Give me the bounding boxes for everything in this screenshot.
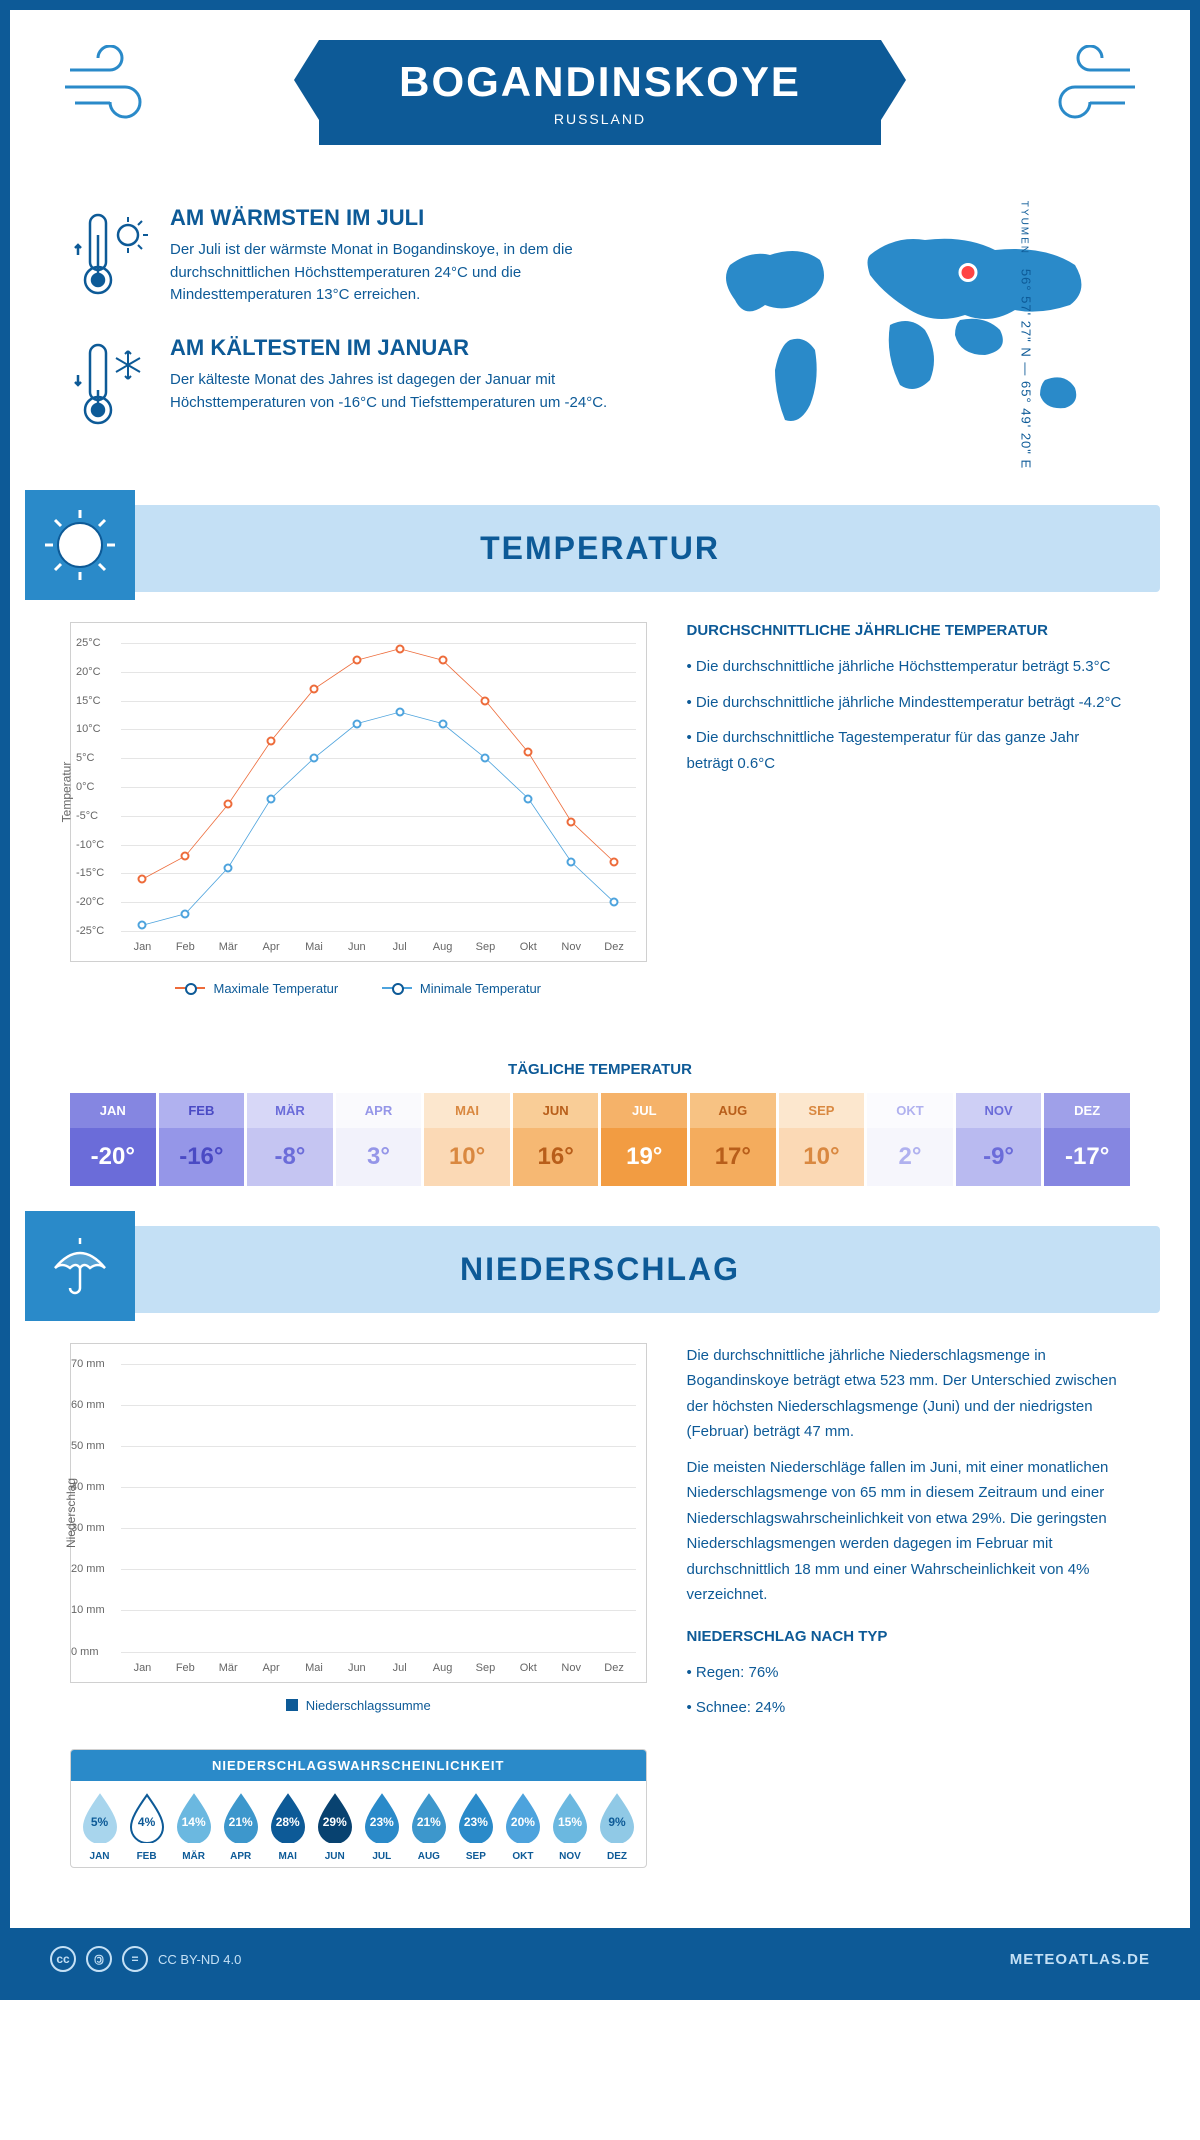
- precipitation-bar-chart: Niederschlag 0 mm10 mm20 mm30 mm40 mm50 …: [70, 1343, 647, 1683]
- coldest-text: Der kälteste Monat des Jahres ist dagege…: [170, 369, 640, 414]
- temperature-averages: DURCHSCHNITTLICHE JÄHRLICHE TEMPERATUR •…: [687, 622, 1130, 1011]
- sun-icon: [25, 490, 135, 600]
- daily-temp-cell: AUG17°: [690, 1093, 779, 1186]
- precip-drop: 5%JAN: [76, 1791, 123, 1862]
- precipitation-chart-row: Niederschlag 0 mm10 mm20 mm30 mm40 mm50 …: [10, 1313, 1190, 1899]
- warmest-block: AM WÄRMSTEN IM JULI Der Juli ist der wär…: [70, 205, 640, 310]
- daily-temp-cell: JUL19°: [601, 1093, 690, 1186]
- temperature-chart-row: Temperatur -25°C-20°C-15°C-10°C-5°C0°C5°…: [10, 592, 1190, 1041]
- city-name: BOGANDINSKOYE: [399, 58, 801, 106]
- precip-drop: 21%APR: [217, 1791, 264, 1862]
- license-text: CC BY-ND 4.0: [158, 1952, 241, 1967]
- warmest-text: Der Juli ist der wärmste Monat in Bogand…: [170, 239, 640, 307]
- daily-temperature-grid: JAN-20°FEB-16°MÄR-8°APR3°MAI10°JUN16°JUL…: [70, 1093, 1130, 1186]
- info-section: AM WÄRMSTEN IM JULI Der Juli ist der wär…: [10, 185, 1190, 505]
- precip-drop: 23%SEP: [452, 1791, 499, 1862]
- coldest-block: AM KÄLTESTEN IM JANUAR Der kälteste Mona…: [70, 335, 640, 440]
- thermometer-cold-icon: [70, 335, 150, 440]
- footer: cc 🄯 = CC BY-ND 4.0 METEOATLAS.DE: [10, 1928, 1190, 1990]
- site-name: METEOATLAS.DE: [1010, 1951, 1150, 1968]
- temperature-legend: Maximale Temperatur Minimale Temperatur: [70, 962, 647, 1011]
- precipitation-title: NIEDERSCHLAG: [100, 1251, 1100, 1288]
- precip-drop: 9%DEZ: [594, 1791, 641, 1862]
- precipitation-header: NIEDERSCHLAG: [40, 1226, 1160, 1313]
- daily-temp-cell: JAN-20°: [70, 1093, 159, 1186]
- world-map: [680, 205, 1130, 455]
- header: BOGANDINSKOYE RUSSLAND: [10, 10, 1190, 185]
- temperature-line-chart: Temperatur -25°C-20°C-15°C-10°C-5°C0°C5°…: [70, 622, 647, 962]
- by-icon: 🄯: [86, 1946, 112, 1972]
- daily-temp-cell: SEP10°: [779, 1093, 868, 1186]
- precip-drop: 20%OKT: [499, 1791, 546, 1862]
- daily-temp-cell: APR3°: [336, 1093, 425, 1186]
- daily-temp-cell: NOV-9°: [956, 1093, 1045, 1186]
- daily-temp-cell: FEB-16°: [159, 1093, 248, 1186]
- daily-temp-cell: DEZ-17°: [1044, 1093, 1130, 1186]
- temperature-header: TEMPERATUR: [40, 505, 1160, 592]
- country-name: RUSSLAND: [399, 111, 801, 127]
- daily-temp-title: TÄGLICHE TEMPERATUR: [10, 1061, 1190, 1078]
- temperature-title: TEMPERATUR: [100, 530, 1100, 567]
- daily-temp-cell: OKT2°: [867, 1093, 956, 1186]
- wind-icon-right: [1020, 45, 1140, 130]
- precipitation-legend: Niederschlagssumme: [70, 1683, 647, 1730]
- wind-icon-left: [60, 45, 180, 130]
- precip-drop: 29%JUN: [311, 1791, 358, 1862]
- umbrella-icon: [25, 1211, 135, 1321]
- precip-drop: 28%MAI: [264, 1791, 311, 1862]
- precipitation-probability: NIEDERSCHLAGSWAHRSCHEINLICHKEIT 5%JAN4%F…: [70, 1749, 647, 1868]
- cc-icon: cc: [50, 1946, 76, 1972]
- precip-drop: 15%NOV: [546, 1791, 593, 1862]
- precip-drop: 21%AUG: [405, 1791, 452, 1862]
- daily-temp-cell: MAI10°: [424, 1093, 513, 1186]
- precipitation-text: Die durchschnittliche jährliche Niedersc…: [687, 1343, 1130, 1869]
- thermometer-hot-icon: [70, 205, 150, 310]
- coldest-title: AM KÄLTESTEN IM JANUAR: [170, 335, 640, 361]
- page-frame: BOGANDINSKOYE RUSSLAND AM WÄRMSTEN IM JU…: [0, 0, 1200, 2000]
- precip-drop: 14%MÄR: [170, 1791, 217, 1862]
- precip-drop: 23%JUL: [358, 1791, 405, 1862]
- warmest-title: AM WÄRMSTEN IM JULI: [170, 205, 640, 231]
- header-banner: BOGANDINSKOYE RUSSLAND: [319, 40, 881, 145]
- world-map-container: TYUMEN 56° 57' 27" N — 65° 49' 20" E: [680, 205, 1130, 465]
- coordinates: TYUMEN 56° 57' 27" N — 65° 49' 20" E: [1018, 201, 1033, 469]
- daily-temp-cell: MÄR-8°: [247, 1093, 336, 1186]
- nd-icon: =: [122, 1946, 148, 1972]
- daily-temp-cell: JUN16°: [513, 1093, 602, 1186]
- precip-drop: 4%FEB: [123, 1791, 170, 1862]
